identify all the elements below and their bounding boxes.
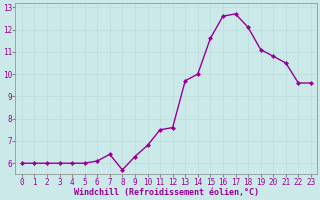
X-axis label: Windchill (Refroidissement éolien,°C): Windchill (Refroidissement éolien,°C) bbox=[74, 188, 259, 197]
